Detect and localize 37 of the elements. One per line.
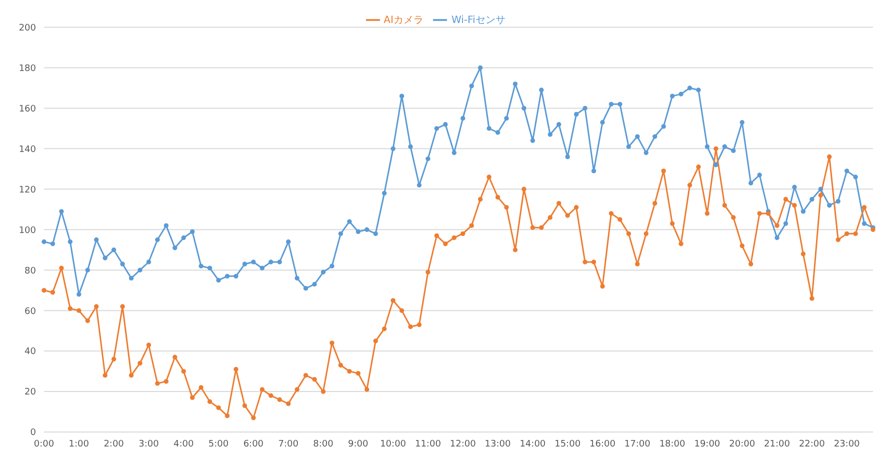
y-tick-label: 200 [18,23,36,34]
y-tick-label: 160 [18,104,36,114]
y-tick-label: 80 [24,266,36,276]
x-tick-label: 22:00 [798,439,826,450]
x-tick-label: 18:00 [659,439,686,450]
x-tick-label: 0:00 [34,439,54,450]
x-tick-label: 6:00 [243,439,264,450]
legend-label: Wi-Fiセンサ [451,15,506,26]
x-tick-label: 5:00 [208,439,229,450]
y-tick-label: 140 [18,144,36,155]
x-tick-label: 20:00 [729,439,756,450]
x-tick-label: 3:00 [138,439,160,450]
x-tick-label: 14:00 [520,439,546,450]
x-tick-label: 2:00 [104,439,124,450]
x-tick-label: 11:00 [414,439,442,450]
x-tick-label: 8:00 [313,439,334,450]
x-tick-label: 15:00 [554,439,581,450]
x-tick-label: 16:00 [590,439,616,450]
x-tick-label: 10:00 [380,439,406,450]
legend-label: AIカメラ [384,15,424,26]
x-tick-label: 9:00 [348,439,369,450]
y-tick-label: 180 [18,64,36,74]
x-tick-label: 12:00 [450,439,476,450]
y-tick-label: 0 [30,428,36,438]
x-tick-label: 19:00 [694,439,720,450]
y-tick-label: 100 [18,226,36,236]
x-tick-label: 21:00 [764,439,790,450]
x-tick-label: 17:00 [624,439,651,450]
x-tick-label: 4:00 [174,439,194,450]
y-tick-label: 60 [24,306,36,317]
x-tick-label: 13:00 [484,439,512,450]
y-tick-label: 20 [24,388,36,398]
y-tick-label: 120 [18,185,36,196]
y-tick-label: 40 [24,347,36,358]
x-tick-label: 7:00 [278,439,299,450]
x-tick-label: 23:00 [834,439,860,450]
x-tick-label: 1:00 [68,439,90,450]
